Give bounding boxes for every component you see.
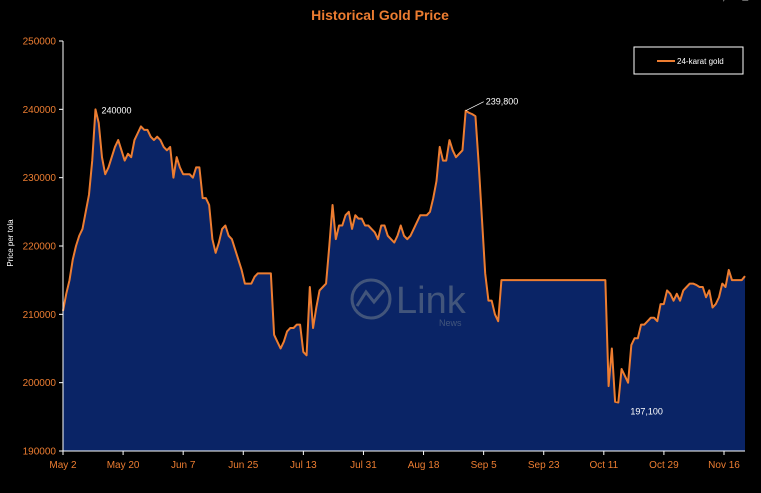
y-tick-label: 250000 <box>23 37 57 48</box>
y-tick-label: 230000 <box>23 173 57 184</box>
watermark-logo-icon <box>350 278 392 320</box>
x-tick-label: Oct 11 <box>589 460 618 471</box>
x-tick-label: Jun 7 <box>171 460 196 471</box>
legend-label: 24-karat gold <box>677 57 724 66</box>
y-tick-label: 190000 <box>23 447 57 458</box>
annotation-label: 197,100 <box>630 406 663 416</box>
price-line <box>62 108 746 404</box>
y-tick-label: 220000 <box>23 242 57 253</box>
price-area <box>63 109 745 451</box>
x-tick-label: Sep 23 <box>528 460 560 471</box>
x-tick-label: Oct 29 <box>649 460 679 471</box>
y-tick-label: 240000 <box>23 105 57 116</box>
legend: 24-karat gold <box>633 46 744 75</box>
x-tick-label: Jun 25 <box>228 460 258 471</box>
chart-title: Historical Gold Price <box>311 7 449 23</box>
annotation-label: 215,600 <box>707 0 740 2</box>
x-tick-label: Nov 16 <box>708 460 740 471</box>
annotation-label: 239,800 <box>486 97 519 107</box>
x-tick-label: May 20 <box>107 460 140 471</box>
y-axis-label: Price per tola <box>6 219 15 267</box>
annotation-label: 240000 <box>101 105 131 115</box>
x-tick-label: Sep 5 <box>471 460 498 471</box>
y-tick-label: 200000 <box>23 378 57 389</box>
x-tick-label: Jul 13 <box>290 460 317 471</box>
y-tick-label: 210000 <box>23 310 57 321</box>
watermark-text: Link <box>396 280 467 322</box>
annotation-leader <box>465 101 484 112</box>
watermark-chart-icon <box>355 289 386 307</box>
x-tick-label: May 2 <box>49 460 77 471</box>
legend-box <box>633 46 744 75</box>
x-tick-label: Jul 31 <box>350 460 377 471</box>
x-tick-label: Aug 18 <box>408 460 440 471</box>
watermark-subtext: News <box>439 318 462 328</box>
